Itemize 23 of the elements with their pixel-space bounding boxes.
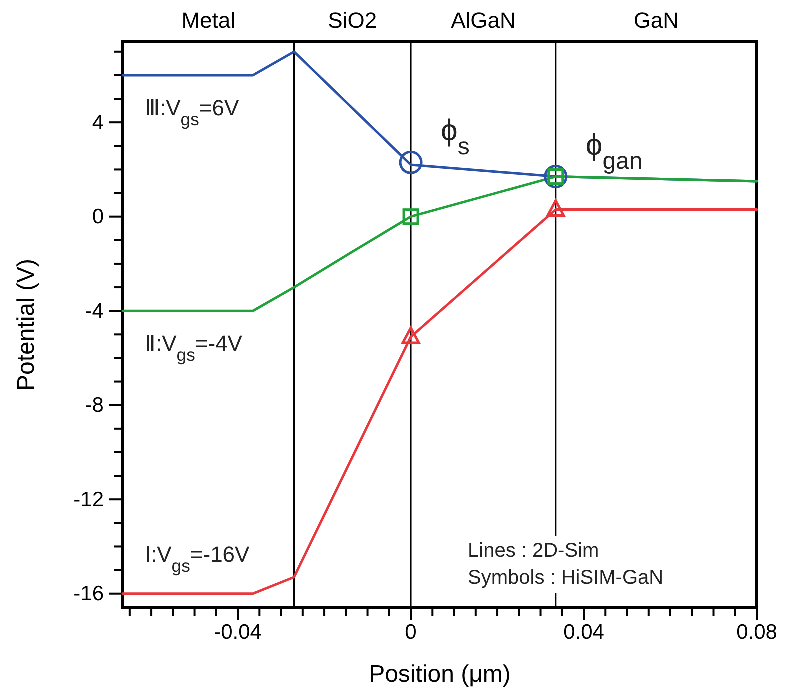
y-tick-label: 0 [92, 206, 104, 229]
series-label: Ⅰ:V$_{gs}$=-16V [145, 542, 250, 576]
x-tick-label: -0.04 [214, 620, 262, 644]
text: GaN [634, 8, 680, 33]
annotation: ϕ$_{gan}$ [586, 128, 643, 174]
y-tick-label: 4 [92, 111, 104, 134]
text: SiO2 [328, 8, 378, 33]
annotation: Lines : 2D-Sim [468, 540, 600, 562]
y-tick-label: -4 [85, 300, 104, 323]
y-tick-label: -8 [85, 394, 104, 418]
y-tick-label: -16 [74, 582, 104, 606]
x-tick-label: 0 [405, 620, 417, 644]
x-tick-label: 0.08 [736, 620, 778, 644]
x-axis-title: Position (μm) [369, 661, 511, 688]
annotation: Symbols : HiSIM-GaN [468, 567, 664, 589]
series-label: Ⅱ:V$_{gs}$=-4V [145, 331, 243, 366]
annotation: ϕ$_{s}$ [441, 114, 470, 160]
y-axis-title: Potential (V) [13, 258, 40, 392]
text: AlGaN [451, 8, 516, 33]
text: Metal [182, 8, 236, 33]
x-tick-label: 0.04 [564, 620, 605, 644]
series-label: Ⅲ:V$_{gs}$=6V [145, 95, 240, 130]
y-tick-label: -12 [74, 488, 104, 512]
